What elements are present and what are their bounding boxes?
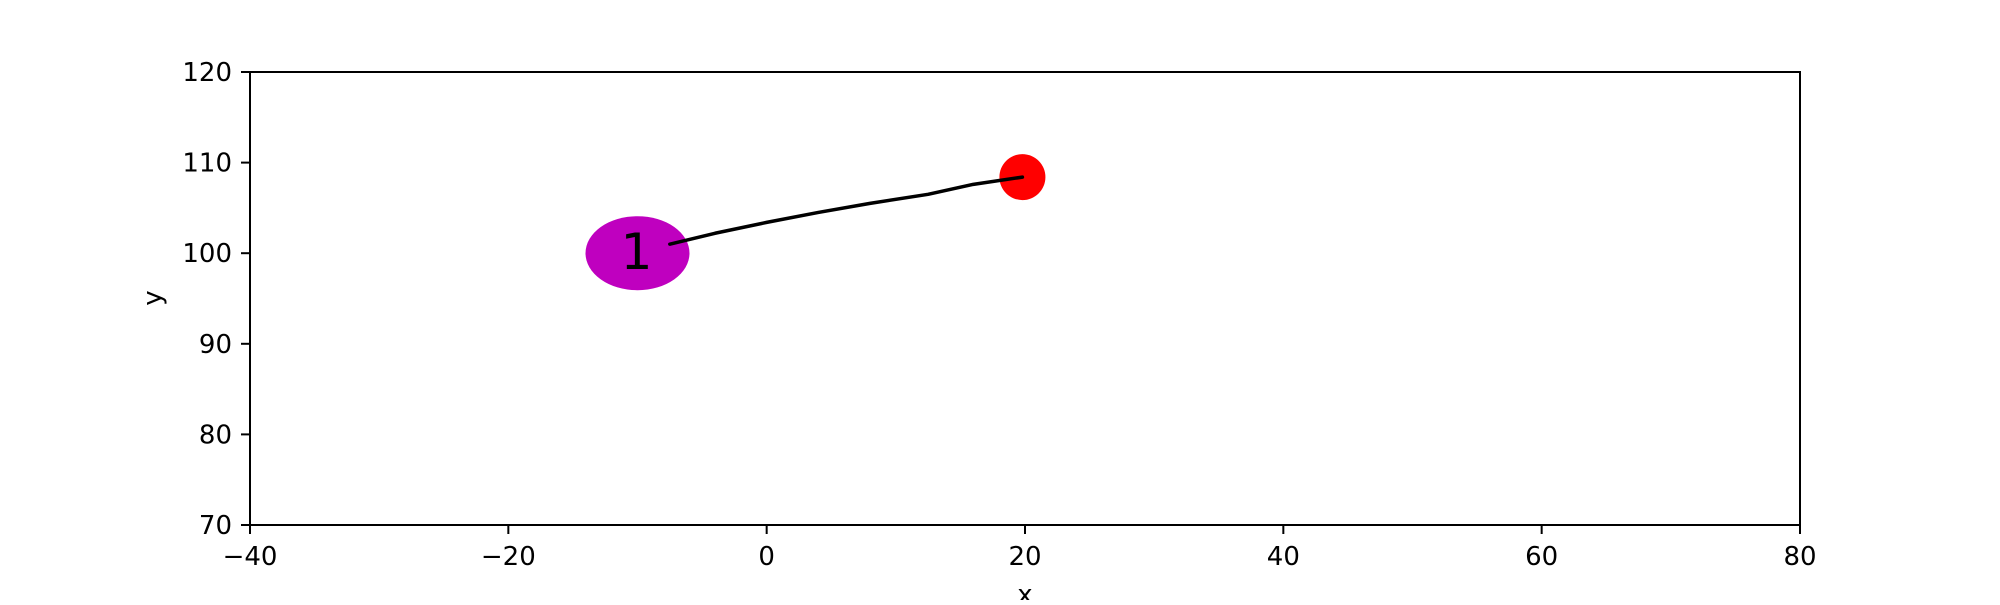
- x-ticks: −40 −20 0 20 40 60 80: [223, 525, 1817, 572]
- x-tick-label: 20: [1008, 542, 1041, 572]
- start-marker: [585, 216, 690, 291]
- y-axis-label: y: [138, 290, 168, 305]
- y-tick-label: 100: [182, 239, 232, 269]
- y-ticks: 70 80 90 100 110 120: [182, 58, 250, 541]
- trajectory-line: [668, 175, 1025, 246]
- x-tick-label: 40: [1267, 542, 1300, 572]
- x-tick-label: −40: [223, 542, 278, 572]
- plot-area: [250, 72, 1800, 525]
- y-tick-label: 120: [182, 58, 232, 88]
- start-marker-label: 1: [621, 223, 653, 281]
- x-tick-label: 80: [1783, 542, 1816, 572]
- x-tick-label: −20: [481, 542, 536, 572]
- y-tick-label: 80: [199, 420, 232, 450]
- x-tick-label: 60: [1525, 542, 1558, 572]
- x-tick-label: 0: [758, 542, 775, 572]
- marks: 1: [585, 154, 1046, 291]
- y-tick-label: 70: [199, 511, 232, 541]
- y-tick-label: 110: [182, 149, 232, 179]
- y-tick-label: 90: [199, 330, 232, 360]
- x-axis-label: x: [1017, 580, 1032, 600]
